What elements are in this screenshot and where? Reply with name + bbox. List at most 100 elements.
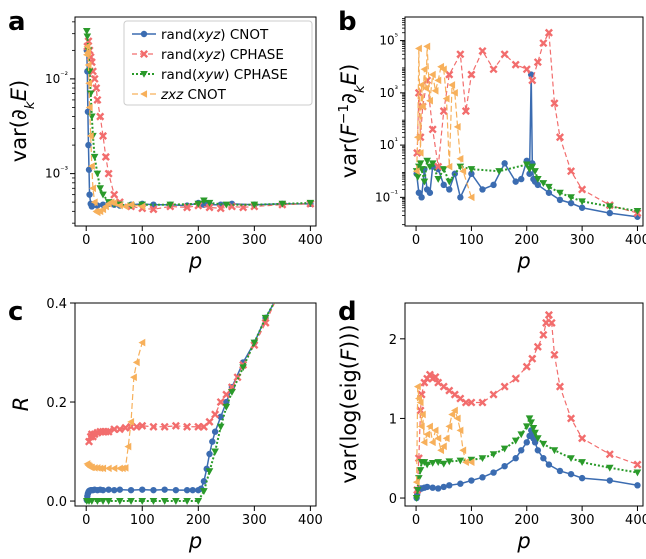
y-axis-label: R <box>9 397 33 412</box>
data-point <box>529 424 538 432</box>
data-point <box>489 451 498 459</box>
data-point <box>578 434 587 443</box>
data-point <box>522 362 531 371</box>
axes-frame <box>74 302 317 507</box>
data-point <box>490 181 497 189</box>
data-point <box>539 180 548 187</box>
data-point <box>445 70 454 79</box>
data-point <box>478 398 487 407</box>
data-point <box>457 480 464 487</box>
data-point <box>96 185 105 193</box>
legend: rand(xyz) CNOT rand(xyz) CPHASE rand(xyw) … <box>123 20 313 106</box>
x-tick-label: 400 <box>625 233 646 248</box>
data-point <box>523 439 530 446</box>
data-point <box>528 163 537 171</box>
data-point <box>511 437 520 445</box>
legend-label: rand(xyz) CNOT <box>161 27 269 43</box>
data-point <box>500 382 509 391</box>
data-point <box>84 48 91 57</box>
data-point <box>437 446 445 455</box>
data-point <box>539 39 548 48</box>
data-point <box>451 89 458 97</box>
data-point <box>606 209 613 217</box>
legend-frame <box>123 20 313 106</box>
data-point <box>540 455 547 462</box>
data-point <box>93 170 102 178</box>
data-point <box>166 201 175 209</box>
x-tick-label: 200 <box>186 233 211 248</box>
data-point <box>132 422 141 431</box>
data-point <box>439 107 448 116</box>
data-point <box>415 394 422 403</box>
data-point <box>429 484 436 491</box>
data-point <box>478 455 487 463</box>
y-tick-label: 10⁻¹ <box>375 188 398 204</box>
data-point <box>211 448 219 456</box>
data-point <box>567 199 575 207</box>
data-point <box>428 438 436 447</box>
data-point <box>412 494 421 502</box>
data-point <box>415 44 422 53</box>
data-point <box>104 498 113 505</box>
data-point <box>467 166 476 173</box>
x-tick-label: 400 <box>298 233 323 248</box>
x-tick-label: 200 <box>514 513 539 528</box>
data-point <box>526 170 533 177</box>
data-point <box>416 467 425 474</box>
data-point <box>467 398 476 407</box>
data-point <box>90 153 99 161</box>
data-point <box>211 410 220 419</box>
data-point <box>423 461 431 469</box>
data-point <box>98 131 108 140</box>
data-point <box>556 189 564 197</box>
series-line <box>86 342 143 469</box>
data-point <box>110 199 118 207</box>
data-point <box>426 96 433 105</box>
data-point <box>200 488 208 495</box>
data-point <box>518 447 525 454</box>
data-point <box>633 207 642 215</box>
data-point <box>121 423 130 432</box>
legend-entry: rand(xyz) CNOT <box>132 27 269 43</box>
data-point <box>205 203 214 212</box>
data-point <box>412 478 420 486</box>
data-point <box>426 422 433 431</box>
data-point <box>228 389 236 396</box>
data-point <box>90 198 98 206</box>
data-point <box>420 438 428 447</box>
data-point <box>457 194 464 201</box>
data-point <box>216 204 225 213</box>
data-point <box>555 133 565 142</box>
data-point <box>194 498 203 505</box>
data-point <box>417 422 425 431</box>
series-rand-xyz-cphase <box>84 303 276 446</box>
series-rand-xyz-cnot <box>413 71 641 220</box>
series-rand-xyz-cnot <box>83 303 275 504</box>
data-point <box>605 464 614 472</box>
data-point <box>85 103 93 112</box>
data-point <box>86 191 93 198</box>
series-rand-xyw-cphase <box>82 303 276 505</box>
axes-frame <box>74 16 317 227</box>
data-point <box>501 462 508 470</box>
data-point <box>544 28 553 37</box>
data-point <box>545 183 553 191</box>
x-tick-label: 400 <box>625 513 646 528</box>
data-point <box>239 364 247 372</box>
data-point <box>93 464 101 472</box>
data-point <box>468 477 475 484</box>
data-point <box>278 200 287 208</box>
data-point <box>138 421 147 430</box>
data-point <box>417 166 426 173</box>
data-point <box>522 65 531 74</box>
axes-frame <box>404 302 644 507</box>
y-tick-label: 10³ <box>379 84 398 100</box>
data-point <box>183 203 192 212</box>
data-point <box>439 65 447 74</box>
data-point <box>456 426 464 435</box>
x-tick-label: 400 <box>298 513 323 528</box>
y-axis-label: var(log(eig(F))) <box>337 324 361 483</box>
data-point <box>479 186 486 193</box>
data-point <box>89 184 96 193</box>
